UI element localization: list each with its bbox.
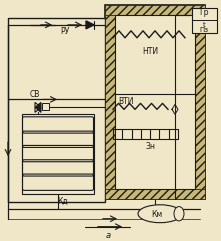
Text: а: а: [105, 231, 110, 240]
Bar: [22, 114, 94, 194]
Text: Гр: Гр: [199, 8, 209, 17]
Text: Пз: Пз: [199, 27, 209, 33]
Bar: [192, 8, 217, 33]
Text: РУ: РУ: [60, 27, 70, 36]
Text: НТИ: НТИ: [142, 47, 158, 56]
Text: Зн: Зн: [145, 142, 155, 151]
Text: ВТИ: ВТИ: [118, 97, 133, 106]
Ellipse shape: [174, 207, 184, 221]
Polygon shape: [86, 21, 94, 29]
Bar: [105, 189, 205, 199]
Bar: [105, 5, 205, 15]
Bar: [42, 103, 49, 110]
Bar: [115, 15, 195, 189]
Polygon shape: [35, 102, 41, 112]
Bar: [8, 18, 105, 202]
Ellipse shape: [138, 205, 182, 223]
Text: Кд: Кд: [58, 197, 68, 206]
Bar: [105, 15, 115, 189]
Text: t: t: [203, 22, 205, 28]
Text: СВ: СВ: [30, 90, 40, 100]
Text: Км: Км: [151, 210, 163, 219]
Bar: [195, 15, 205, 189]
Bar: [105, 5, 205, 199]
